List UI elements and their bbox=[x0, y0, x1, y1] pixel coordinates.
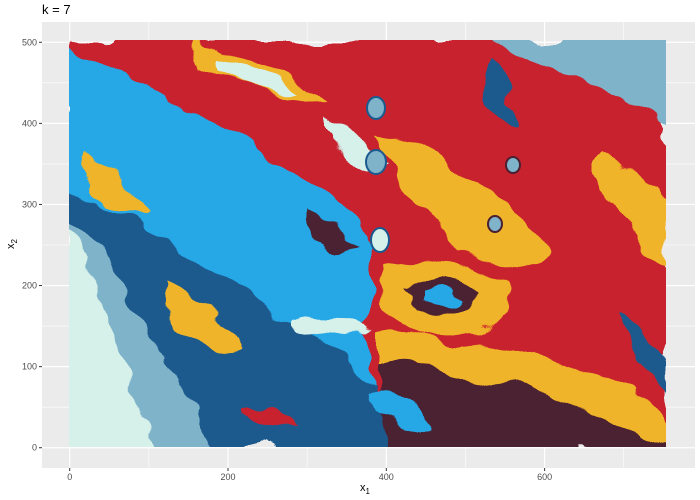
y-tick-label: 100 bbox=[22, 362, 37, 372]
water-droplets bbox=[365, 96, 521, 253]
y-axis-title-subscript: 2 bbox=[10, 238, 19, 243]
chart-title: k = 7 bbox=[42, 2, 71, 17]
y-axis-title-base: x bbox=[5, 243, 17, 249]
y-tick-label: 400 bbox=[22, 118, 37, 128]
x-tick-label: 400 bbox=[379, 472, 394, 482]
x-tick-label: 200 bbox=[220, 472, 235, 482]
x-axis: 0 200 400 600 bbox=[67, 468, 552, 482]
y-tick-label: 500 bbox=[22, 37, 37, 47]
x-axis-title: x1 bbox=[360, 482, 371, 496]
y-axis-title: x2 bbox=[5, 238, 19, 249]
x-axis-title-base: x bbox=[360, 482, 366, 494]
x-tick-label: 0 bbox=[67, 472, 72, 482]
y-axis: 0 100 200 300 400 500 bbox=[22, 37, 42, 453]
y-tick-label: 300 bbox=[22, 199, 37, 209]
x-axis-title-subscript: 1 bbox=[366, 487, 371, 496]
y-tick-label: 0 bbox=[32, 443, 37, 453]
y-tick-label: 200 bbox=[22, 281, 37, 291]
x-tick-label: 600 bbox=[537, 472, 552, 482]
cluster-image bbox=[69, 40, 666, 447]
